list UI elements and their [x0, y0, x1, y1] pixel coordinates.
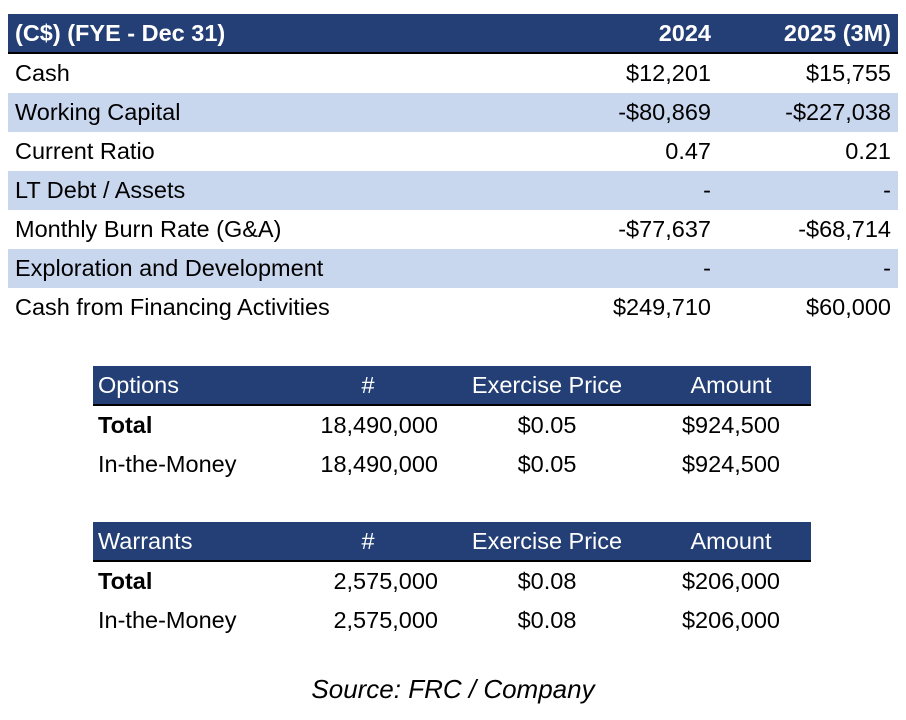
row-value-2025: -	[718, 249, 898, 288]
row-value-2024: -	[548, 249, 718, 288]
row-value-2025: $15,755	[806, 60, 891, 86]
row-label: Total	[98, 412, 153, 438]
row-value-2025: -$68,714	[798, 216, 891, 242]
row-count: 2,575,000	[333, 568, 438, 594]
warrants-table: Warrants # Exercise Price Amount Total 2…	[93, 522, 811, 640]
options-header-price: Exercise Price	[443, 366, 651, 406]
row-value-2025: 0.21	[845, 138, 891, 164]
row-value-2024: 0.47	[665, 138, 711, 164]
row-price: $0.08	[517, 568, 577, 594]
options-table: Options # Exercise Price Amount Total 18…	[93, 366, 811, 484]
row-amount: $924,500	[681, 412, 781, 438]
row-value-2024: -$77,637	[618, 216, 711, 242]
row-price: $0.05	[517, 412, 577, 438]
row-price: $0.05	[517, 451, 577, 477]
row-label: Total	[98, 568, 153, 594]
warrants-header-amount: Amount	[651, 522, 811, 562]
table-row: In-the-Money 2,575,000 $0.08 $206,000	[93, 601, 811, 640]
table-row: Cash $12,201 $15,755	[8, 53, 898, 93]
row-label: Cash	[15, 60, 70, 86]
financials-header-row: (C$) (FYE - Dec 31) 2024 2025 (3M)	[8, 14, 898, 54]
options-header-amount: Amount	[651, 366, 811, 406]
row-label: Exploration and Development	[8, 249, 548, 288]
source-note: Source: FRC / Company	[311, 674, 595, 704]
row-value-2024: -$80,869	[548, 93, 718, 132]
table-row: Current Ratio 0.47 0.21	[8, 132, 898, 171]
options-header-count: #	[293, 366, 443, 406]
table-row: In-the-Money 18,490,000 $0.05 $924,500	[93, 445, 811, 484]
row-value-2024: $249,710	[612, 294, 711, 320]
row-label: In-the-Money	[98, 451, 237, 477]
table-row: Cash from Financing Activities $249,710 …	[8, 288, 898, 327]
row-label: In-the-Money	[98, 607, 237, 633]
options-header-row: Options # Exercise Price Amount	[93, 366, 811, 406]
table-row: Working Capital -$80,869 -$227,038	[8, 93, 898, 132]
row-value-2024: $12,201	[626, 60, 711, 86]
row-amount: $206,000	[681, 607, 781, 633]
row-label: LT Debt / Assets	[8, 171, 548, 210]
row-amount: $206,000	[681, 568, 781, 594]
row-amount: $924,500	[681, 451, 781, 477]
row-count: 18,490,000	[320, 412, 438, 438]
row-value-2024: -	[548, 171, 718, 210]
row-label: Working Capital	[8, 93, 548, 132]
header-year-2025: 2025 (3M)	[718, 14, 898, 54]
row-value-2025: -$227,038	[718, 93, 898, 132]
table-row: Total 2,575,000 $0.08 $206,000	[93, 561, 811, 601]
row-count: 2,575,000	[333, 607, 438, 633]
table-row: Monthly Burn Rate (G&A) -$77,637 -$68,71…	[8, 210, 898, 249]
warrants-header-row: Warrants # Exercise Price Amount	[93, 522, 811, 562]
header-label: (C$) (FYE - Dec 31)	[8, 14, 548, 54]
financials-table: (C$) (FYE - Dec 31) 2024 2025 (3M) Cash …	[8, 14, 898, 327]
row-label: Monthly Burn Rate (G&A)	[15, 216, 282, 242]
row-price: $0.08	[517, 607, 577, 633]
row-value-2025: $60,000	[806, 294, 891, 320]
warrants-header-price: Exercise Price	[443, 522, 651, 562]
table-row: Total 18,490,000 $0.05 $924,500	[93, 405, 811, 445]
row-label: Current Ratio	[15, 138, 155, 164]
row-value-2025: -	[718, 171, 898, 210]
header-year-2024: 2024	[548, 14, 718, 54]
table-row: Exploration and Development - -	[8, 249, 898, 288]
warrants-header-count: #	[293, 522, 443, 562]
row-count: 18,490,000	[320, 451, 438, 477]
table-row: LT Debt / Assets - -	[8, 171, 898, 210]
warrants-header-label: Warrants	[93, 522, 293, 562]
row-label: Cash from Financing Activities	[15, 294, 330, 320]
options-header-label: Options	[93, 366, 293, 406]
